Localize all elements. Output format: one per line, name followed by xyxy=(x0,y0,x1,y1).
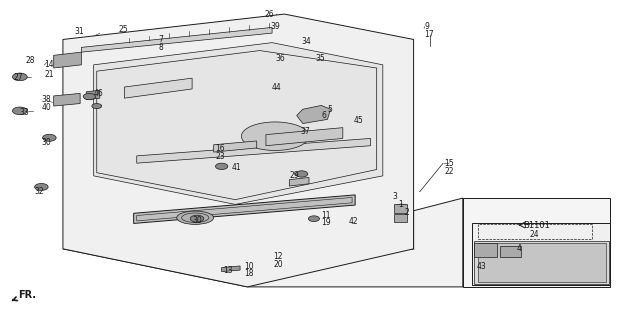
Polygon shape xyxy=(87,90,100,100)
Text: 25: 25 xyxy=(118,25,128,35)
Text: 16: 16 xyxy=(216,144,225,153)
Ellipse shape xyxy=(241,122,309,150)
Text: 33: 33 xyxy=(20,108,30,117)
Circle shape xyxy=(92,104,102,108)
Ellipse shape xyxy=(177,211,214,224)
Polygon shape xyxy=(289,178,309,186)
Polygon shape xyxy=(266,128,343,146)
Text: 6: 6 xyxy=(321,111,326,120)
Text: 45: 45 xyxy=(353,116,363,125)
Text: 2: 2 xyxy=(404,208,409,217)
Text: 7: 7 xyxy=(158,35,163,44)
Text: 44: 44 xyxy=(272,83,282,92)
Text: 26: 26 xyxy=(265,10,274,19)
Text: 30: 30 xyxy=(41,138,51,147)
Text: 36: 36 xyxy=(275,54,285,63)
Text: 23: 23 xyxy=(216,152,225,161)
Text: 24: 24 xyxy=(529,230,539,239)
Text: 43: 43 xyxy=(476,262,486,271)
Polygon shape xyxy=(463,198,611,287)
Circle shape xyxy=(35,183,48,190)
Text: 4: 4 xyxy=(517,244,522,253)
Circle shape xyxy=(295,171,308,177)
Text: 30: 30 xyxy=(192,216,202,225)
Polygon shape xyxy=(137,139,371,163)
Text: FR.: FR. xyxy=(12,290,36,300)
Polygon shape xyxy=(94,43,383,204)
Text: 22: 22 xyxy=(444,167,454,176)
Text: 40: 40 xyxy=(41,103,51,112)
Text: 31: 31 xyxy=(74,27,83,36)
Text: 39: 39 xyxy=(271,22,281,31)
Text: 5: 5 xyxy=(328,105,332,114)
Circle shape xyxy=(308,216,320,221)
Polygon shape xyxy=(472,223,611,285)
Polygon shape xyxy=(63,14,413,287)
Bar xyxy=(474,244,497,257)
Polygon shape xyxy=(124,78,192,98)
Circle shape xyxy=(43,134,56,141)
Text: 3: 3 xyxy=(392,192,397,201)
Text: 29: 29 xyxy=(289,172,299,180)
Text: 10: 10 xyxy=(244,262,254,271)
Text: 15: 15 xyxy=(444,159,454,168)
Circle shape xyxy=(12,107,27,115)
Text: 37: 37 xyxy=(300,127,310,136)
Polygon shape xyxy=(297,105,331,124)
Text: 28: 28 xyxy=(26,56,35,65)
Text: 17: 17 xyxy=(425,30,434,39)
Text: 14: 14 xyxy=(44,60,54,69)
Bar xyxy=(394,204,407,213)
Text: 38: 38 xyxy=(41,95,51,104)
Polygon shape xyxy=(54,52,82,68)
Circle shape xyxy=(216,163,228,170)
Polygon shape xyxy=(82,28,272,52)
Text: B1101: B1101 xyxy=(523,220,550,229)
Polygon shape xyxy=(133,195,355,223)
Text: 32: 32 xyxy=(34,187,44,196)
Text: 18: 18 xyxy=(244,269,254,278)
Circle shape xyxy=(190,215,204,222)
Bar xyxy=(500,246,521,257)
Polygon shape xyxy=(478,243,606,282)
Text: 8: 8 xyxy=(158,43,163,52)
Polygon shape xyxy=(474,241,609,284)
Circle shape xyxy=(83,93,96,100)
Text: 34: 34 xyxy=(302,36,311,45)
Text: 46: 46 xyxy=(94,89,103,98)
Circle shape xyxy=(12,73,27,81)
Text: 9: 9 xyxy=(425,22,430,31)
Bar xyxy=(394,214,407,222)
Text: 20: 20 xyxy=(273,260,283,268)
Text: 35: 35 xyxy=(315,54,325,63)
Polygon shape xyxy=(214,141,256,152)
Circle shape xyxy=(396,204,407,210)
Text: 27: 27 xyxy=(14,73,23,82)
Text: 1: 1 xyxy=(398,200,403,209)
Text: 13: 13 xyxy=(223,266,232,275)
Text: 42: 42 xyxy=(349,217,358,226)
Polygon shape xyxy=(54,93,80,106)
Text: 12: 12 xyxy=(273,252,283,261)
Text: 41: 41 xyxy=(232,164,241,172)
Polygon shape xyxy=(222,266,240,272)
Text: 11: 11 xyxy=(321,211,331,220)
Text: 21: 21 xyxy=(44,70,54,79)
Text: 19: 19 xyxy=(321,218,331,227)
Polygon shape xyxy=(63,198,463,287)
